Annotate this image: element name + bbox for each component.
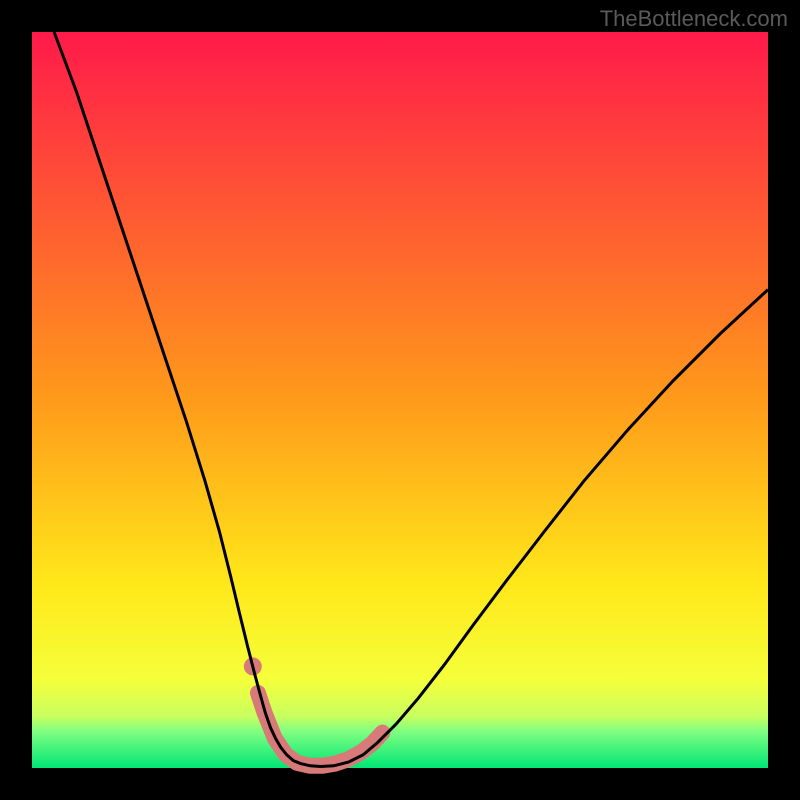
curve-right [321,290,768,767]
plot-area [32,32,768,768]
curve-left [54,32,320,767]
chart-container: TheBottleneck.com [0,0,800,800]
curve-layer [32,32,768,768]
watermark-text: TheBottleneck.com [600,6,788,32]
